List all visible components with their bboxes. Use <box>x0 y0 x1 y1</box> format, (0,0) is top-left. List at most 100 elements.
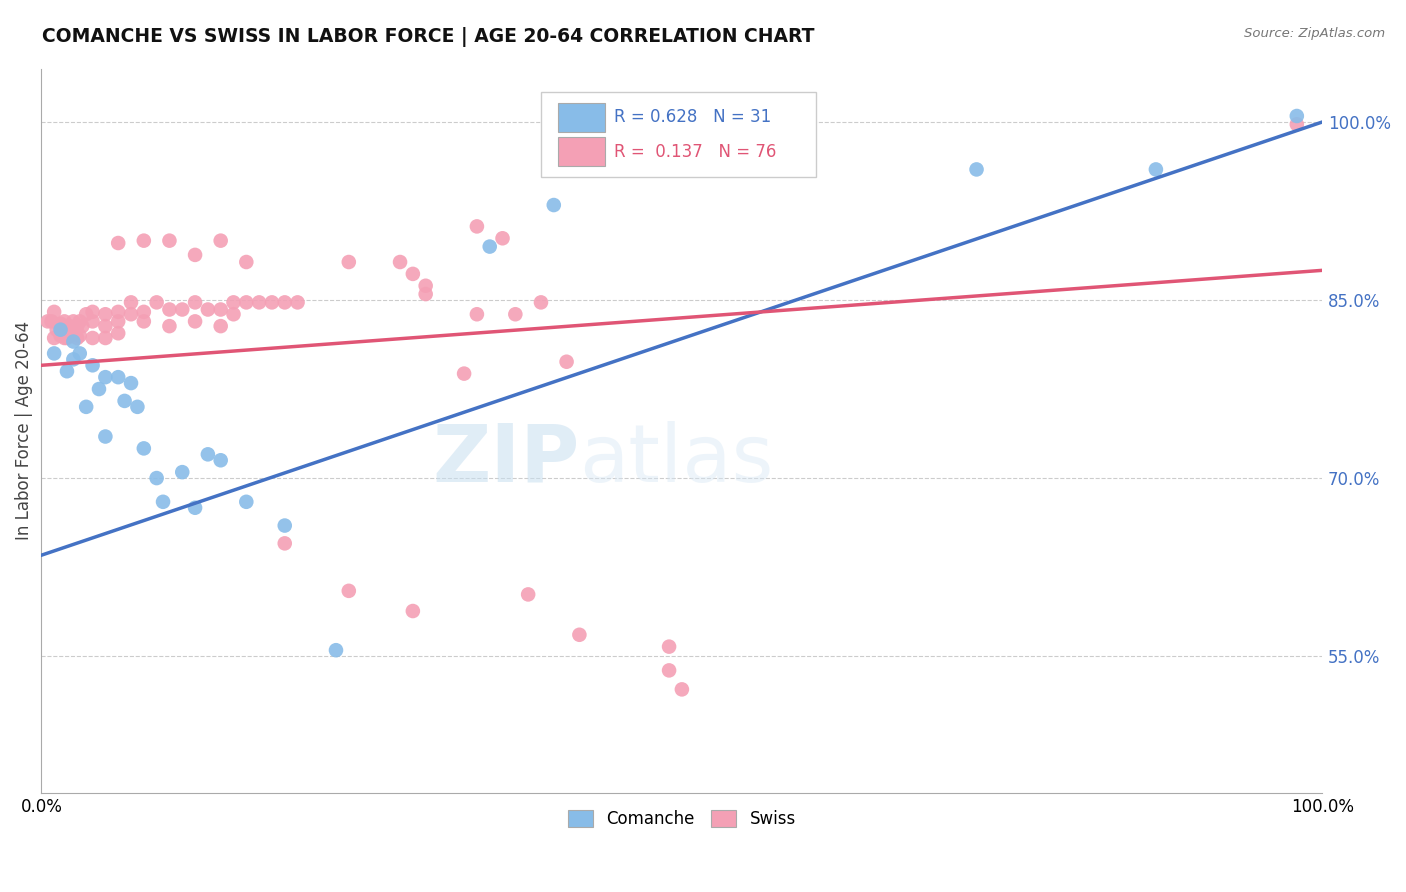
Point <box>184 248 207 262</box>
Point <box>209 302 232 317</box>
Point <box>184 500 207 515</box>
Point <box>222 307 245 321</box>
Point <box>44 331 66 345</box>
Point <box>107 314 129 328</box>
Point <box>530 295 553 310</box>
Point <box>260 295 283 310</box>
Point <box>56 319 79 334</box>
Point <box>94 429 117 443</box>
Text: Source: ZipAtlas.com: Source: ZipAtlas.com <box>1244 27 1385 40</box>
Point <box>152 495 174 509</box>
Point <box>491 231 513 245</box>
FancyBboxPatch shape <box>541 92 817 178</box>
Point <box>184 295 207 310</box>
Point <box>1285 117 1308 131</box>
Point <box>69 346 91 360</box>
Point <box>415 287 437 301</box>
Point <box>132 234 155 248</box>
Point <box>82 359 104 373</box>
Point <box>56 331 79 345</box>
Point <box>172 302 194 317</box>
Point <box>120 307 142 321</box>
Point <box>94 307 117 321</box>
Point <box>325 643 347 657</box>
Point <box>94 331 117 345</box>
Point <box>222 295 245 310</box>
FancyBboxPatch shape <box>558 103 605 131</box>
Point <box>337 583 360 598</box>
Point <box>44 305 66 319</box>
Point <box>274 518 297 533</box>
Point <box>94 370 117 384</box>
Point <box>94 319 117 334</box>
Point <box>62 326 84 341</box>
FancyBboxPatch shape <box>558 137 605 166</box>
Point <box>658 664 681 678</box>
Point <box>145 471 167 485</box>
Point <box>465 307 488 321</box>
Point <box>555 355 578 369</box>
Point <box>671 682 693 697</box>
Point <box>415 278 437 293</box>
Point <box>209 453 232 467</box>
Point <box>235 295 257 310</box>
Point <box>120 295 142 310</box>
Point <box>66 319 89 334</box>
Point <box>543 198 565 212</box>
Point <box>69 314 91 328</box>
Point <box>1144 162 1167 177</box>
Point <box>209 319 232 334</box>
Point <box>402 267 425 281</box>
Point <box>1285 109 1308 123</box>
Point <box>159 302 181 317</box>
Point <box>478 239 501 253</box>
Point <box>87 382 110 396</box>
Point <box>82 331 104 345</box>
Point <box>197 302 219 317</box>
Point <box>114 393 136 408</box>
Point <box>82 314 104 328</box>
Text: atlas: atlas <box>579 420 773 499</box>
Point <box>274 536 297 550</box>
Text: R = 0.628   N = 31: R = 0.628 N = 31 <box>614 108 772 126</box>
Point <box>337 255 360 269</box>
Point <box>44 346 66 360</box>
Point <box>62 314 84 328</box>
Point <box>658 640 681 654</box>
Text: R =  0.137   N = 76: R = 0.137 N = 76 <box>614 143 776 161</box>
Point <box>274 295 297 310</box>
Point <box>465 219 488 234</box>
Point <box>197 447 219 461</box>
Point <box>132 314 155 328</box>
Point <box>107 326 129 341</box>
Point <box>132 442 155 456</box>
Point <box>58 328 80 343</box>
Point <box>389 255 412 269</box>
Point <box>517 587 540 601</box>
Point <box>58 319 80 334</box>
Point <box>107 370 129 384</box>
Point <box>209 234 232 248</box>
Point <box>62 334 84 349</box>
Y-axis label: In Labor Force | Age 20-64: In Labor Force | Age 20-64 <box>15 321 32 541</box>
Point <box>53 314 76 328</box>
Point <box>41 314 63 328</box>
Point <box>75 400 97 414</box>
Point <box>37 314 59 328</box>
Point <box>568 628 591 642</box>
Point <box>49 323 72 337</box>
Point <box>505 307 527 321</box>
Text: ZIP: ZIP <box>432 420 579 499</box>
Point <box>159 234 181 248</box>
Point <box>53 331 76 345</box>
Point <box>159 319 181 334</box>
Point <box>120 376 142 390</box>
Point <box>75 307 97 321</box>
Point <box>66 331 89 345</box>
Point <box>235 495 257 509</box>
Point <box>49 328 72 343</box>
Point <box>966 162 988 177</box>
Point <box>72 319 94 334</box>
Point <box>56 364 79 378</box>
Point <box>453 367 475 381</box>
